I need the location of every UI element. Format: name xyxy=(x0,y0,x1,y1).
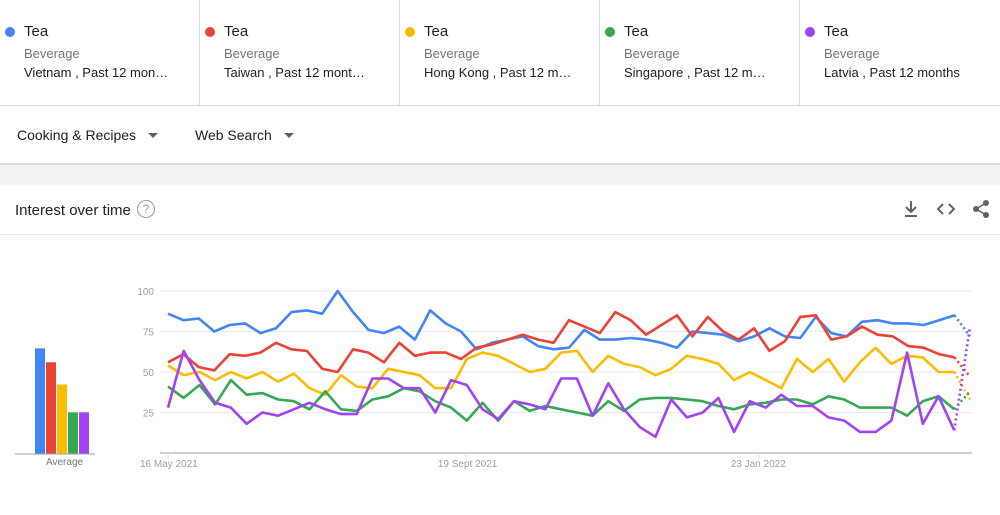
average-bar-chart xyxy=(15,348,95,455)
x-tick-label: 19 Sept 2021 xyxy=(438,459,498,470)
average-bar-1 xyxy=(35,348,45,454)
term-category: Beverage xyxy=(424,46,480,61)
series-line-2 xyxy=(167,310,955,374)
embed-code-icon[interactable] xyxy=(936,199,956,219)
series-partial-segment-4 xyxy=(953,390,971,411)
term-region-period: Latvia , Past 12 months xyxy=(824,65,960,80)
series-color-dot xyxy=(5,27,15,37)
series-partial-segment-2 xyxy=(953,356,972,378)
term-region-period: Singapore , Past 12 m… xyxy=(624,65,766,80)
category-filter-dropdown[interactable]: Cooking & Recipes xyxy=(17,127,159,143)
y-tick-label: 100 xyxy=(137,287,154,298)
section-gap xyxy=(0,165,1000,185)
average-bar-5 xyxy=(79,412,89,454)
term-category: Beverage xyxy=(24,46,80,61)
series-line-5 xyxy=(166,349,956,439)
term-name: Tea xyxy=(424,23,449,40)
interest-card-header: Interest over time ? xyxy=(0,185,1000,235)
series-color-dot xyxy=(605,27,615,37)
share-icon[interactable] xyxy=(972,199,990,219)
term-card-1[interactable]: Tea Beverage Vietnam , Past 12 mon… xyxy=(0,0,200,105)
term-region-period: Hong Kong , Past 12 m… xyxy=(424,65,572,80)
term-name: Tea xyxy=(824,23,849,40)
term-card-4[interactable]: Tea Beverage Singapore , Past 12 m… xyxy=(600,0,800,105)
term-region-period: Vietnam , Past 12 mon… xyxy=(24,65,169,80)
term-name: Tea xyxy=(224,23,249,40)
y-tick-label: 75 xyxy=(143,328,155,339)
term-card-3[interactable]: Tea Beverage Hong Kong , Past 12 m… xyxy=(400,0,600,105)
search-type-dropdown[interactable]: Web Search xyxy=(195,127,294,143)
term-category: Beverage xyxy=(224,46,280,61)
card-title: Interest over time xyxy=(15,202,131,219)
term-category: Beverage xyxy=(624,46,680,61)
caret-down-icon xyxy=(283,132,294,138)
x-tick-label: 16 May 2021 xyxy=(140,459,198,470)
category-filter-label: Cooking & Recipes xyxy=(17,127,137,143)
interest-line-chart: 100 75 50 25 16 May 2021 19 Sept 2021 23 Jan 2… xyxy=(137,287,972,470)
search-type-label: Web Search xyxy=(195,127,272,143)
series-color-dot xyxy=(805,27,815,37)
series-color-dot xyxy=(405,27,415,37)
term-name: Tea xyxy=(24,23,49,40)
y-tick-label: 25 xyxy=(143,409,155,420)
filters-bar: Cooking & Recipes Web Search xyxy=(0,106,1000,165)
x-tick-label: 23 Jan 2022 xyxy=(731,459,786,470)
average-bar-2 xyxy=(46,362,56,454)
help-icon[interactable]: ? xyxy=(137,200,155,218)
term-region-period: Taiwan , Past 12 mont… xyxy=(224,65,365,80)
average-bar-4 xyxy=(68,412,78,454)
comparison-terms-bar: Tea Beverage Vietnam , Past 12 mon… Tea Beve… xyxy=(0,0,1000,106)
y-tick-label: 50 xyxy=(143,368,155,379)
series-line-3 xyxy=(167,346,955,396)
series-line-1 xyxy=(167,289,955,351)
term-category: Beverage xyxy=(824,46,880,61)
download-icon[interactable] xyxy=(902,199,920,219)
term-card-5[interactable]: Tea Beverage Latvia , Past 12 months xyxy=(800,0,1000,105)
average-bar-3 xyxy=(57,384,67,454)
series-partial-segment-1 xyxy=(953,314,972,338)
term-name: Tea xyxy=(624,23,649,40)
average-label: Average xyxy=(46,457,84,468)
series-color-dot xyxy=(205,27,215,37)
caret-down-icon xyxy=(148,132,159,138)
series-line-4 xyxy=(167,378,956,422)
term-card-2[interactable]: Tea Beverage Taiwan , Past 12 mont… xyxy=(200,0,400,105)
